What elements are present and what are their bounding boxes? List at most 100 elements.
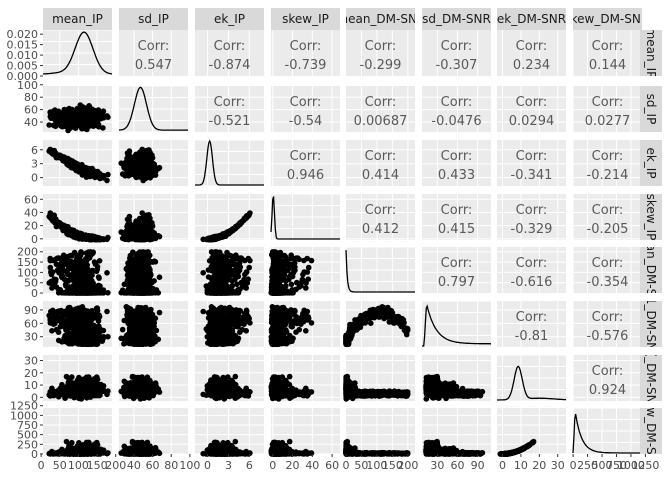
scatter-point [239, 218, 246, 224]
scatter-point [63, 257, 70, 264]
scatter-point [46, 213, 52, 220]
panel-2-3: Corr:0.946 [271, 140, 340, 186]
scatter-point [85, 167, 91, 173]
corr-label: Corr: [516, 95, 548, 110]
scatter-point [96, 124, 102, 130]
corr-value: 0.412 [362, 222, 399, 237]
scatter-point [53, 218, 60, 224]
scatter-point [104, 270, 110, 276]
panel-background [497, 30, 566, 76]
scatter-point [64, 124, 70, 130]
scatter-point [90, 249, 96, 255]
scatter-point [82, 105, 88, 112]
panel-4-1 [118, 247, 188, 296]
scatter-point [66, 277, 72, 283]
corr-value: 0.415 [438, 222, 475, 237]
panel-background [422, 86, 491, 132]
scatter-point [53, 117, 60, 124]
scatter-point [149, 223, 156, 229]
scatter-point [69, 265, 76, 272]
scatter-point [129, 168, 136, 175]
panel-1-3: Corr:-0.54 [271, 86, 340, 132]
scatter-point [85, 234, 91, 240]
scatter-point [92, 235, 99, 241]
scatter-point [70, 161, 76, 167]
panel-0-1: Corr:0.547 [119, 30, 188, 76]
scatter-point [119, 171, 126, 177]
panel-0-5: Corr:-0.307 [422, 30, 491, 76]
scatter-point [105, 171, 111, 178]
scatter-point [121, 234, 128, 240]
panel-3-3 [270, 193, 340, 241]
scatter-point [84, 251, 91, 258]
scatter-point [62, 281, 69, 288]
scatter-point [225, 229, 231, 236]
panel-0-7: Corr: 0.144 [572, 30, 642, 76]
panel-3-5: Corr:0.415 [422, 194, 491, 240]
panel-1-7: Corr:0.0277 [572, 86, 642, 132]
scatter-point [99, 236, 105, 242]
scatter-point [78, 167, 85, 173]
scatter-point [99, 172, 105, 179]
scatter-point [80, 281, 86, 288]
corr-label: Corr: [365, 203, 397, 218]
scatter-point [91, 259, 98, 265]
scatter-point [148, 158, 154, 165]
density-curve [195, 139, 264, 186]
scatter-point [92, 290, 99, 296]
corr-label: Corr: [365, 39, 397, 54]
panel-0-3: Corr:-0.739 [271, 30, 340, 76]
scatter-point [144, 213, 150, 219]
scatter-points [118, 146, 163, 184]
scatter-point [84, 262, 90, 268]
scatter-point [78, 250, 85, 257]
scatter-point [85, 114, 91, 121]
scatter-point [148, 228, 154, 234]
scatter-point [47, 257, 54, 264]
scatter-point [234, 223, 240, 230]
panel-1-2: Corr:-0.521 [195, 86, 264, 132]
scatter-point [46, 280, 52, 286]
corr-value: -0.521 [209, 114, 251, 129]
scatter-point [59, 290, 65, 296]
scatter-point [83, 256, 90, 263]
corr-label: Corr: [516, 203, 548, 218]
corr-value: -0.0476 [431, 114, 481, 129]
scatter-point [78, 265, 85, 272]
panel-background [422, 194, 491, 240]
scatter-point [50, 122, 57, 129]
scatter-point [62, 155, 69, 161]
scatter-point [67, 272, 73, 278]
panel-background [195, 86, 264, 132]
scatter-point [67, 108, 73, 114]
corr-label: Corr: [592, 39, 624, 54]
panel-2-5: Corr:0.433 [422, 140, 491, 186]
scatter-point [53, 284, 60, 290]
panel-background [271, 30, 340, 76]
scatter-point [121, 165, 128, 171]
scatter-point [80, 260, 86, 266]
panel-background [346, 30, 415, 76]
corr-label: Corr: [516, 149, 548, 164]
panel-3-0 [43, 194, 112, 243]
scatter-point [144, 148, 150, 155]
density-curve [42, 31, 113, 75]
corr-label: Corr: [290, 149, 322, 164]
corr-value: 0.414 [362, 168, 399, 183]
scatter-point [129, 234, 136, 241]
scatter-point [128, 161, 135, 167]
corr-value: 0.144 [589, 58, 626, 73]
scatter-points [46, 102, 111, 134]
corr-value: 0.234 [513, 58, 550, 73]
panel-1-0 [43, 86, 112, 134]
scatter-point [139, 210, 145, 216]
corr-value: -0.205 [587, 222, 629, 237]
corr-label: Corr: [365, 149, 397, 164]
scatter-point [207, 235, 213, 241]
corr-label: Corr: [441, 39, 473, 54]
scatter-point [128, 229, 135, 236]
panel-2-6: Corr:-0.341 [497, 140, 566, 186]
scatter-point [129, 156, 136, 162]
scatter-point [91, 122, 98, 128]
